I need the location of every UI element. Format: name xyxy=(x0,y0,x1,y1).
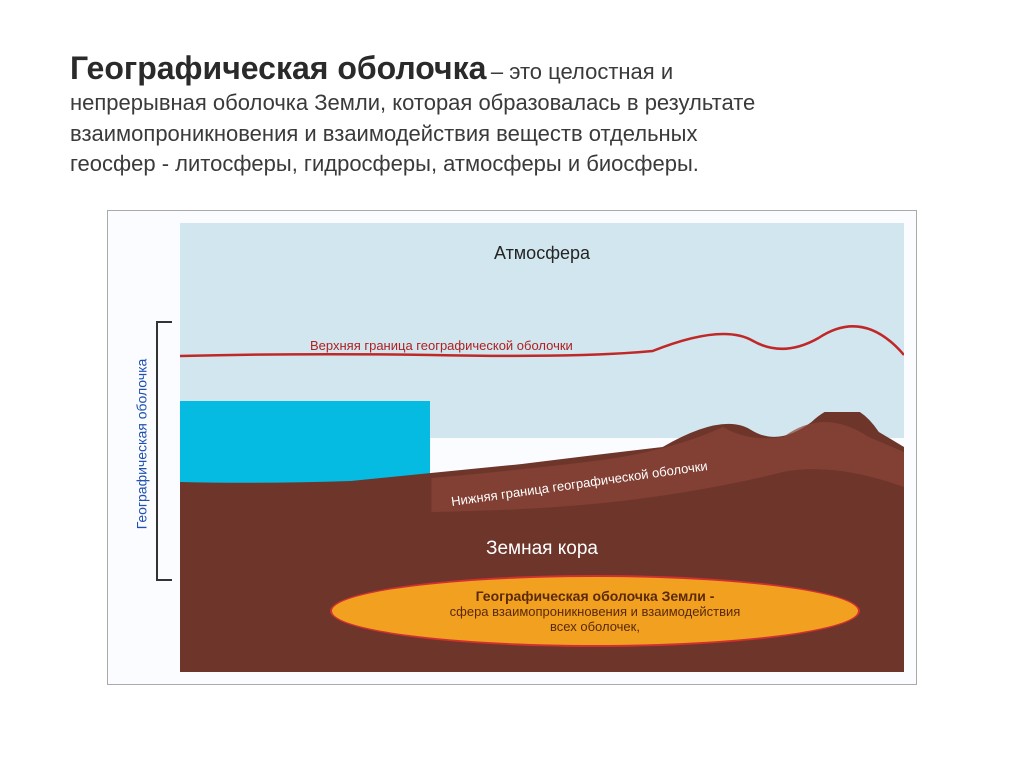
oval-callout: Географическая оболочка Земли - сфера вз… xyxy=(330,575,860,647)
title-block: Географическая оболочка – это целостная … xyxy=(70,50,954,180)
definition-line4: геосфер - литосферы, гидросферы, атмосфе… xyxy=(70,149,954,180)
atmosphere-label: Атмосфера xyxy=(494,243,590,264)
crust-label: Земная кора xyxy=(486,538,598,560)
callout-sub1: сфера взаимопроникновения и взаимодейств… xyxy=(450,604,741,620)
definition-line2: непрерывная оболочка Земли, которая обра… xyxy=(70,88,954,119)
side-label-wrap: Географическая оболочка xyxy=(128,286,158,606)
side-label: Географическая оболочка xyxy=(133,359,149,530)
definition-part1: – это целостная и xyxy=(491,59,673,84)
definition-line3: взаимопроникновения и взаимодействия вещ… xyxy=(70,119,954,150)
upper-boundary-label: Верхняя граница географической оболочки xyxy=(310,338,573,353)
layers-area: Атмосфера Верхняя граница географической… xyxy=(180,223,904,672)
diagram-container: Географическая оболочка Атмосфера Верхня… xyxy=(107,210,917,685)
bracket-icon xyxy=(156,321,172,581)
main-title: Географическая оболочка xyxy=(70,50,486,86)
callout-sub2: всех оболочек, xyxy=(550,619,640,635)
callout-title: Географическая оболочка Земли - xyxy=(476,588,715,604)
